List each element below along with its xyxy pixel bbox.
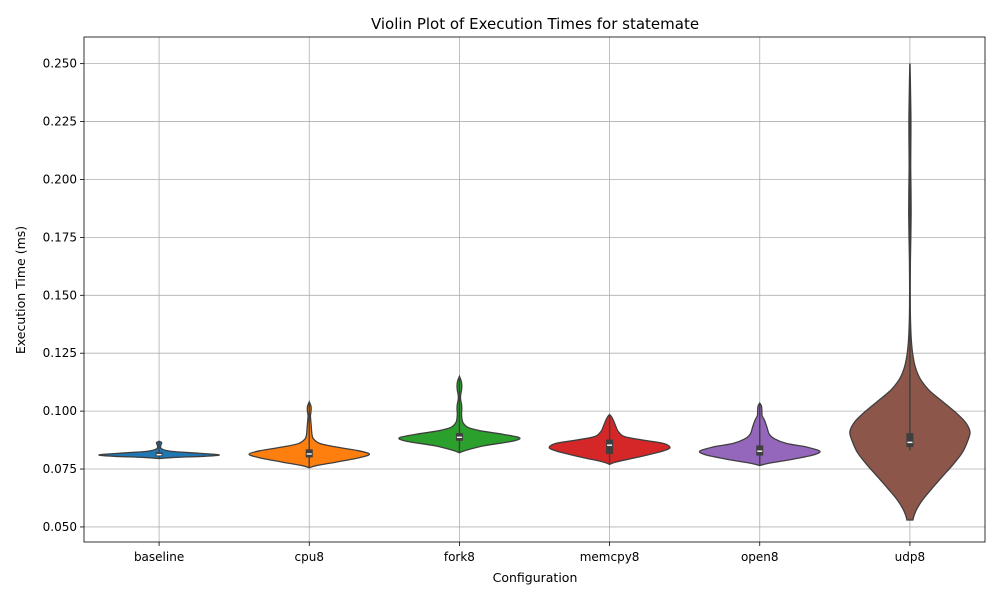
y-tick-label: 0.200 bbox=[43, 172, 77, 186]
x-axis-ticks: baseline cpu8 fork8 memcpy8 open8 udp8 bbox=[134, 542, 925, 564]
iqr-box-udp8 bbox=[906, 433, 914, 448]
x-tick-label-open8: open8 bbox=[741, 550, 779, 564]
x-tick-label-cpu8: cpu8 bbox=[295, 550, 324, 564]
x-axis-label: Configuration bbox=[493, 570, 578, 585]
y-tick-label: 0.125 bbox=[43, 346, 77, 360]
inner-boxplots bbox=[155, 63, 914, 468]
y-tick-label: 0.175 bbox=[43, 230, 77, 244]
y-tick-label: 0.050 bbox=[43, 520, 77, 534]
chart-title: Violin Plot of Execution Times for state… bbox=[371, 15, 699, 33]
plot-area-frame bbox=[83, 36, 986, 543]
y-tick-label: 0.100 bbox=[43, 404, 77, 418]
x-tick-label-fork8: fork8 bbox=[444, 550, 475, 564]
y-axis-ticks: 0.050 0.075 0.100 0.125 0.150 0.175 0.200 0.225… bbox=[43, 57, 84, 534]
x-tick-label-baseline: baseline bbox=[134, 550, 184, 564]
iqr-box-memcpy8 bbox=[606, 439, 614, 454]
y-tick-label: 0.250 bbox=[43, 57, 77, 71]
y-tick-label: 0.075 bbox=[43, 462, 77, 476]
x-tick-label-memcpy8: memcpy8 bbox=[580, 550, 640, 564]
y-tick-label: 0.225 bbox=[43, 115, 77, 129]
y-axis-label: Execution Time (ms) bbox=[13, 226, 28, 354]
y-tick-label: 0.150 bbox=[43, 288, 77, 302]
x-tick-label-udp8: udp8 bbox=[895, 550, 925, 564]
